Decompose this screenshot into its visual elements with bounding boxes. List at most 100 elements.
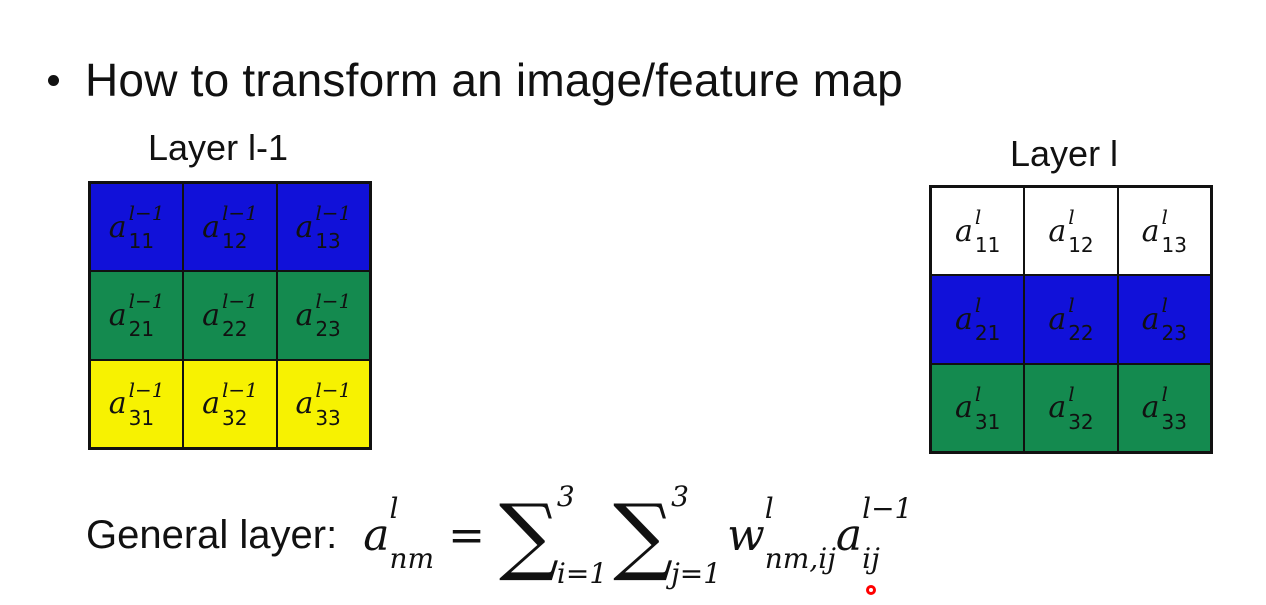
right-cell-23: a l 23 (1117, 275, 1211, 364)
left-cell-33: a l−1 33 (276, 359, 370, 448)
right-cell-32: a l 32 (1024, 363, 1118, 452)
layer-superscript: l (1068, 205, 1075, 230)
cell-indices: l 22 (1068, 295, 1093, 343)
sum-j-upper: 3 (671, 480, 689, 513)
bullet-dot (48, 74, 59, 86)
layer-l-grid: a l 11 a l 12 a l 13 a l 21 a l 22 a l 23 a l 31 a l 32 a l 33 (929, 185, 1213, 454)
activation-symbol: a (202, 209, 220, 245)
position-subscript: 23 (315, 317, 341, 342)
layer-superscript: l−1 (128, 289, 165, 314)
layer-superscript: l−1 (221, 201, 258, 226)
activation-symbol: a (295, 386, 314, 422)
activation-symbol: a (108, 209, 127, 245)
layer-superscript: l (1068, 381, 1075, 406)
activation-symbol: a (954, 213, 973, 249)
layer-superscript: l−1 (221, 377, 258, 402)
slide-heading: How to transform an image/feature map (85, 54, 903, 106)
layer-superscript: l−1 (128, 201, 165, 226)
sum-j-limits: 3 j=1 (671, 480, 721, 590)
bullet-heading: How to transform an image/feature map (48, 52, 903, 108)
sum-i-upper: 3 (556, 480, 575, 513)
position-subscript: 31 (974, 409, 1001, 434)
left-cell-31: a l−1 31 (90, 359, 184, 448)
activation-symbol: a (295, 209, 314, 245)
pointer-cursor-icon (866, 585, 876, 595)
cell-indices: l−1 33 (315, 380, 351, 428)
position-subscript: 32 (221, 405, 248, 430)
activation-symbol: a (202, 297, 220, 333)
sum-sign-i: ∑ (498, 486, 559, 584)
cell-indices: l 32 (1068, 384, 1093, 432)
activation-symbol: a (1048, 213, 1067, 249)
sum-j-lower: j=1 (671, 557, 722, 590)
position-subscript: 13 (1161, 233, 1187, 258)
position-subscript: 11 (128, 229, 155, 254)
position-subscript: 31 (128, 405, 155, 430)
activation-symbol: a (1141, 213, 1160, 249)
general-layer-formula: General layer: a l nm = ∑ 3 i=1 ∑ 3 j=1 … (86, 480, 912, 590)
right-cell-11: a l 11 (931, 187, 1025, 276)
weight-indices: l nm,ij (765, 495, 836, 573)
lhs-subscript: nm (389, 542, 435, 575)
cell-indices: l 31 (975, 384, 1000, 432)
activation-symbol: a (202, 386, 220, 422)
activation-subscript: ij (862, 542, 880, 575)
activation-symbol: a (835, 509, 863, 561)
activation-symbol: a (108, 386, 127, 422)
lhs-superscript: l (389, 492, 399, 525)
right-cell-22: a l 22 (1024, 275, 1118, 364)
right-cell-12: a l 12 (1024, 187, 1118, 276)
position-subscript: 13 (315, 229, 341, 254)
layer-superscript: l (1161, 293, 1168, 318)
right-cell-33: a l 33 (1117, 363, 1211, 452)
left-cell-23: a l−1 23 (276, 271, 370, 360)
layer-superscript: l (1068, 293, 1075, 318)
sum-i-lower: i=1 (556, 557, 608, 590)
layer-l-minus-1-grid: a l−1 11 a l−1 12 a l−1 13 a l−1 21 a l−1 22 a l−1 23 a l−1… (88, 181, 372, 450)
layer-superscript: l−1 (315, 377, 352, 402)
right-cell-31: a l 31 (931, 363, 1025, 452)
activation-indices: l−1 ij (862, 495, 912, 573)
layer-superscript: l (1161, 381, 1168, 406)
activation-symbol: a (1048, 390, 1067, 426)
position-subscript: 12 (221, 229, 248, 254)
activation-symbol: a (108, 297, 127, 333)
sum-i-limits: 3 i=1 (557, 480, 607, 590)
cell-indices: l 23 (1162, 295, 1187, 343)
cell-indices: l 12 (1068, 207, 1093, 255)
weight-superscript: l (764, 492, 774, 525)
activation-symbol: a (1141, 301, 1160, 337)
position-subscript: 33 (315, 405, 341, 430)
left-grid-title: Layer l-1 (148, 127, 289, 168)
cell-indices: l−1 32 (222, 380, 258, 428)
position-subscript: 12 (1068, 233, 1094, 258)
activation-symbol: a (1048, 301, 1067, 337)
weight-subscript: nm,ij (764, 542, 836, 575)
left-cell-13: a l−1 13 (276, 183, 370, 272)
lhs-indices: l nm (389, 495, 434, 573)
cell-indices: l 13 (1162, 207, 1187, 255)
layer-superscript: l (974, 205, 982, 230)
position-subscript: 21 (974, 321, 1001, 346)
activation-symbol: a (1141, 390, 1160, 426)
layer-superscript: l−1 (221, 289, 258, 314)
formula-label: General layer: (86, 512, 338, 557)
right-grid-title: Layer l (1010, 133, 1119, 174)
activation-symbol: a (954, 301, 973, 337)
cell-indices: l 11 (975, 207, 1000, 255)
layer-superscript: l (1161, 205, 1168, 230)
position-subscript: 11 (974, 233, 1001, 258)
activation-symbol: a (954, 390, 973, 426)
activation-superscript: l−1 (862, 492, 913, 525)
layer-superscript: l (974, 293, 982, 318)
left-cell-32: a l−1 32 (183, 359, 277, 448)
position-subscript: 22 (221, 317, 248, 342)
cell-indices: l−1 13 (315, 203, 351, 251)
left-cell-21: a l−1 21 (90, 271, 184, 360)
cell-indices: l−1 31 (129, 380, 165, 428)
layer-superscript: l (974, 381, 982, 406)
position-subscript: 23 (1161, 321, 1187, 346)
right-cell-13: a l 13 (1117, 187, 1211, 276)
cell-indices: l 21 (975, 295, 1000, 343)
layer-superscript: l−1 (315, 201, 352, 226)
